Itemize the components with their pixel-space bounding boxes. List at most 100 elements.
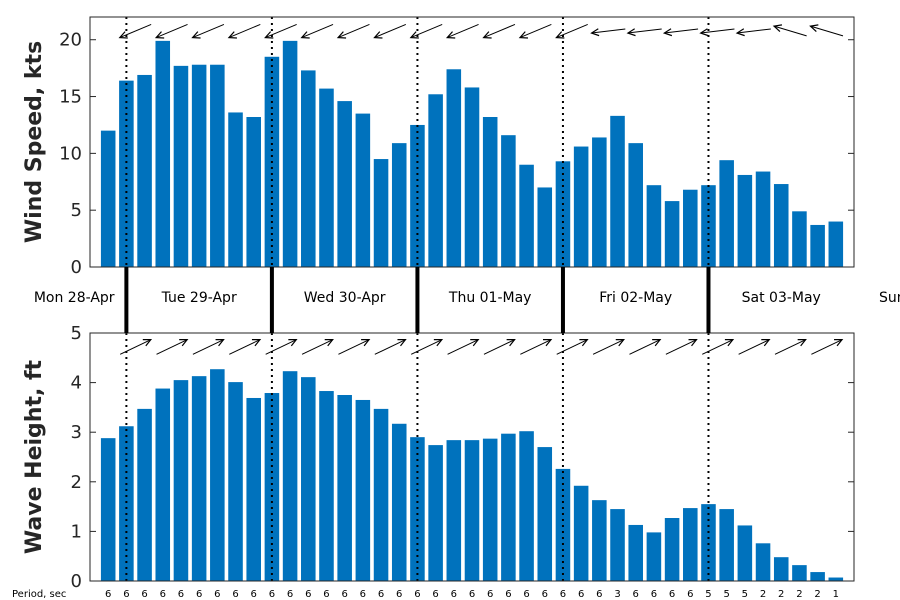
period-value: 6	[432, 589, 438, 600]
period-value: 6	[287, 589, 293, 600]
wave-bar	[773, 557, 789, 581]
wave-height-axis-title: Wave Height, ft	[22, 359, 47, 554]
y-tick-label: 2	[71, 472, 82, 493]
y-tick-label: 1	[71, 521, 82, 542]
wave-bar	[464, 440, 480, 581]
period-value: 6	[578, 589, 584, 600]
period-value: 6	[469, 589, 475, 600]
period-value: 6	[323, 589, 329, 600]
wave-direction-arrow	[483, 339, 516, 355]
period-value: 6	[651, 589, 657, 600]
period-value: 6	[487, 589, 493, 600]
wave-bar	[391, 423, 407, 581]
period-value: 6	[178, 589, 184, 600]
period-value: 5	[723, 589, 729, 600]
day-label: Wed 30-Apr	[304, 290, 386, 306]
wave-bar	[646, 532, 662, 581]
wind-bar	[337, 101, 352, 267]
wave-bar	[119, 426, 134, 581]
period-value: 6	[505, 589, 511, 600]
period-value: 6	[305, 589, 311, 600]
wave-direction-arrow	[629, 339, 662, 355]
period-value: 6	[341, 589, 347, 600]
day-label: Sun	[879, 290, 900, 306]
wind-bar	[301, 70, 316, 267]
wave-direction-arrow	[192, 339, 225, 355]
wave-bar	[628, 524, 643, 581]
y-tick-label: 10	[59, 143, 82, 164]
wave-direction-arrow	[374, 339, 407, 355]
wind-direction-arrow	[300, 23, 334, 39]
wind-bar	[810, 224, 825, 267]
day-label: Thu 01-May	[448, 290, 532, 306]
wave-direction-arrow	[665, 339, 698, 355]
wind-direction-arrow	[809, 24, 844, 37]
period-value: 2	[814, 589, 820, 600]
wave-bar	[482, 438, 498, 581]
wind-direction-arrow	[373, 23, 407, 39]
period-value: 6	[214, 589, 220, 600]
wind-bar	[428, 94, 443, 267]
period-value: 6	[378, 589, 384, 600]
wave-bar	[737, 525, 753, 581]
wind-bar	[555, 161, 571, 267]
period-value: 6	[596, 589, 602, 600]
y-tick-label: 0	[71, 571, 82, 592]
wind-bar	[683, 189, 698, 267]
period-value: 6	[123, 589, 129, 600]
wave-bar	[519, 431, 534, 581]
wave-bar	[537, 447, 553, 581]
wave-bar	[173, 380, 189, 581]
wind-direction-arrow	[118, 23, 152, 39]
wind-bar	[755, 171, 771, 267]
wave-direction-arrow	[556, 339, 589, 355]
day-label: Sat 03-May	[742, 290, 821, 306]
wind-bar	[319, 88, 334, 267]
period-value: 6	[451, 589, 457, 600]
wave-bar	[792, 565, 807, 581]
day-label: Fri 02-May	[599, 290, 672, 306]
wind-bar	[610, 115, 625, 267]
wind-direction-arrow	[227, 23, 261, 39]
day-label: Mon 28-Apr	[34, 290, 115, 306]
wave-bar	[810, 572, 825, 581]
wave-bar	[501, 433, 516, 581]
wave-bar	[282, 371, 298, 581]
wind-direction-arrow	[590, 28, 626, 37]
wind-bar	[773, 184, 789, 267]
wave-bar	[191, 376, 207, 581]
wave-direction-arrow	[119, 339, 153, 355]
wind-direction-arrow	[662, 28, 699, 37]
period-value: 6	[251, 589, 257, 600]
y-tick-label: 0	[71, 257, 82, 278]
wave-bar	[555, 468, 571, 581]
period-value: 2	[760, 589, 766, 600]
wave-bar	[301, 377, 316, 581]
wave-bar	[719, 509, 734, 581]
wave-direction-arrow	[520, 339, 553, 355]
wave-direction-arrow	[229, 339, 262, 355]
plot-frame	[89, 16, 855, 268]
wave-bar	[228, 382, 243, 581]
period-value: 6	[196, 589, 202, 600]
wind-bar	[173, 65, 189, 267]
wind-direction-arrow	[772, 24, 807, 37]
wave-bar	[573, 485, 589, 581]
wave-bar	[701, 504, 716, 581]
period-value: 6	[560, 589, 566, 600]
wind-direction-arrow	[555, 23, 588, 39]
wave-bar	[664, 518, 680, 581]
period-value: 6	[523, 589, 529, 600]
wave-direction-arrow	[738, 339, 771, 355]
period-value: 2	[778, 589, 784, 600]
wind-bar	[828, 221, 844, 267]
wind-bar	[137, 74, 152, 267]
wave-bar	[592, 500, 607, 581]
wind-bar	[719, 160, 734, 267]
period-value: 6	[687, 589, 693, 600]
period-value: 6	[141, 589, 147, 600]
wave-direction-arrow	[301, 339, 334, 355]
wind-direction-arrow	[336, 23, 370, 39]
wind-direction-arrow	[735, 28, 771, 37]
period-value: 1	[833, 589, 839, 600]
